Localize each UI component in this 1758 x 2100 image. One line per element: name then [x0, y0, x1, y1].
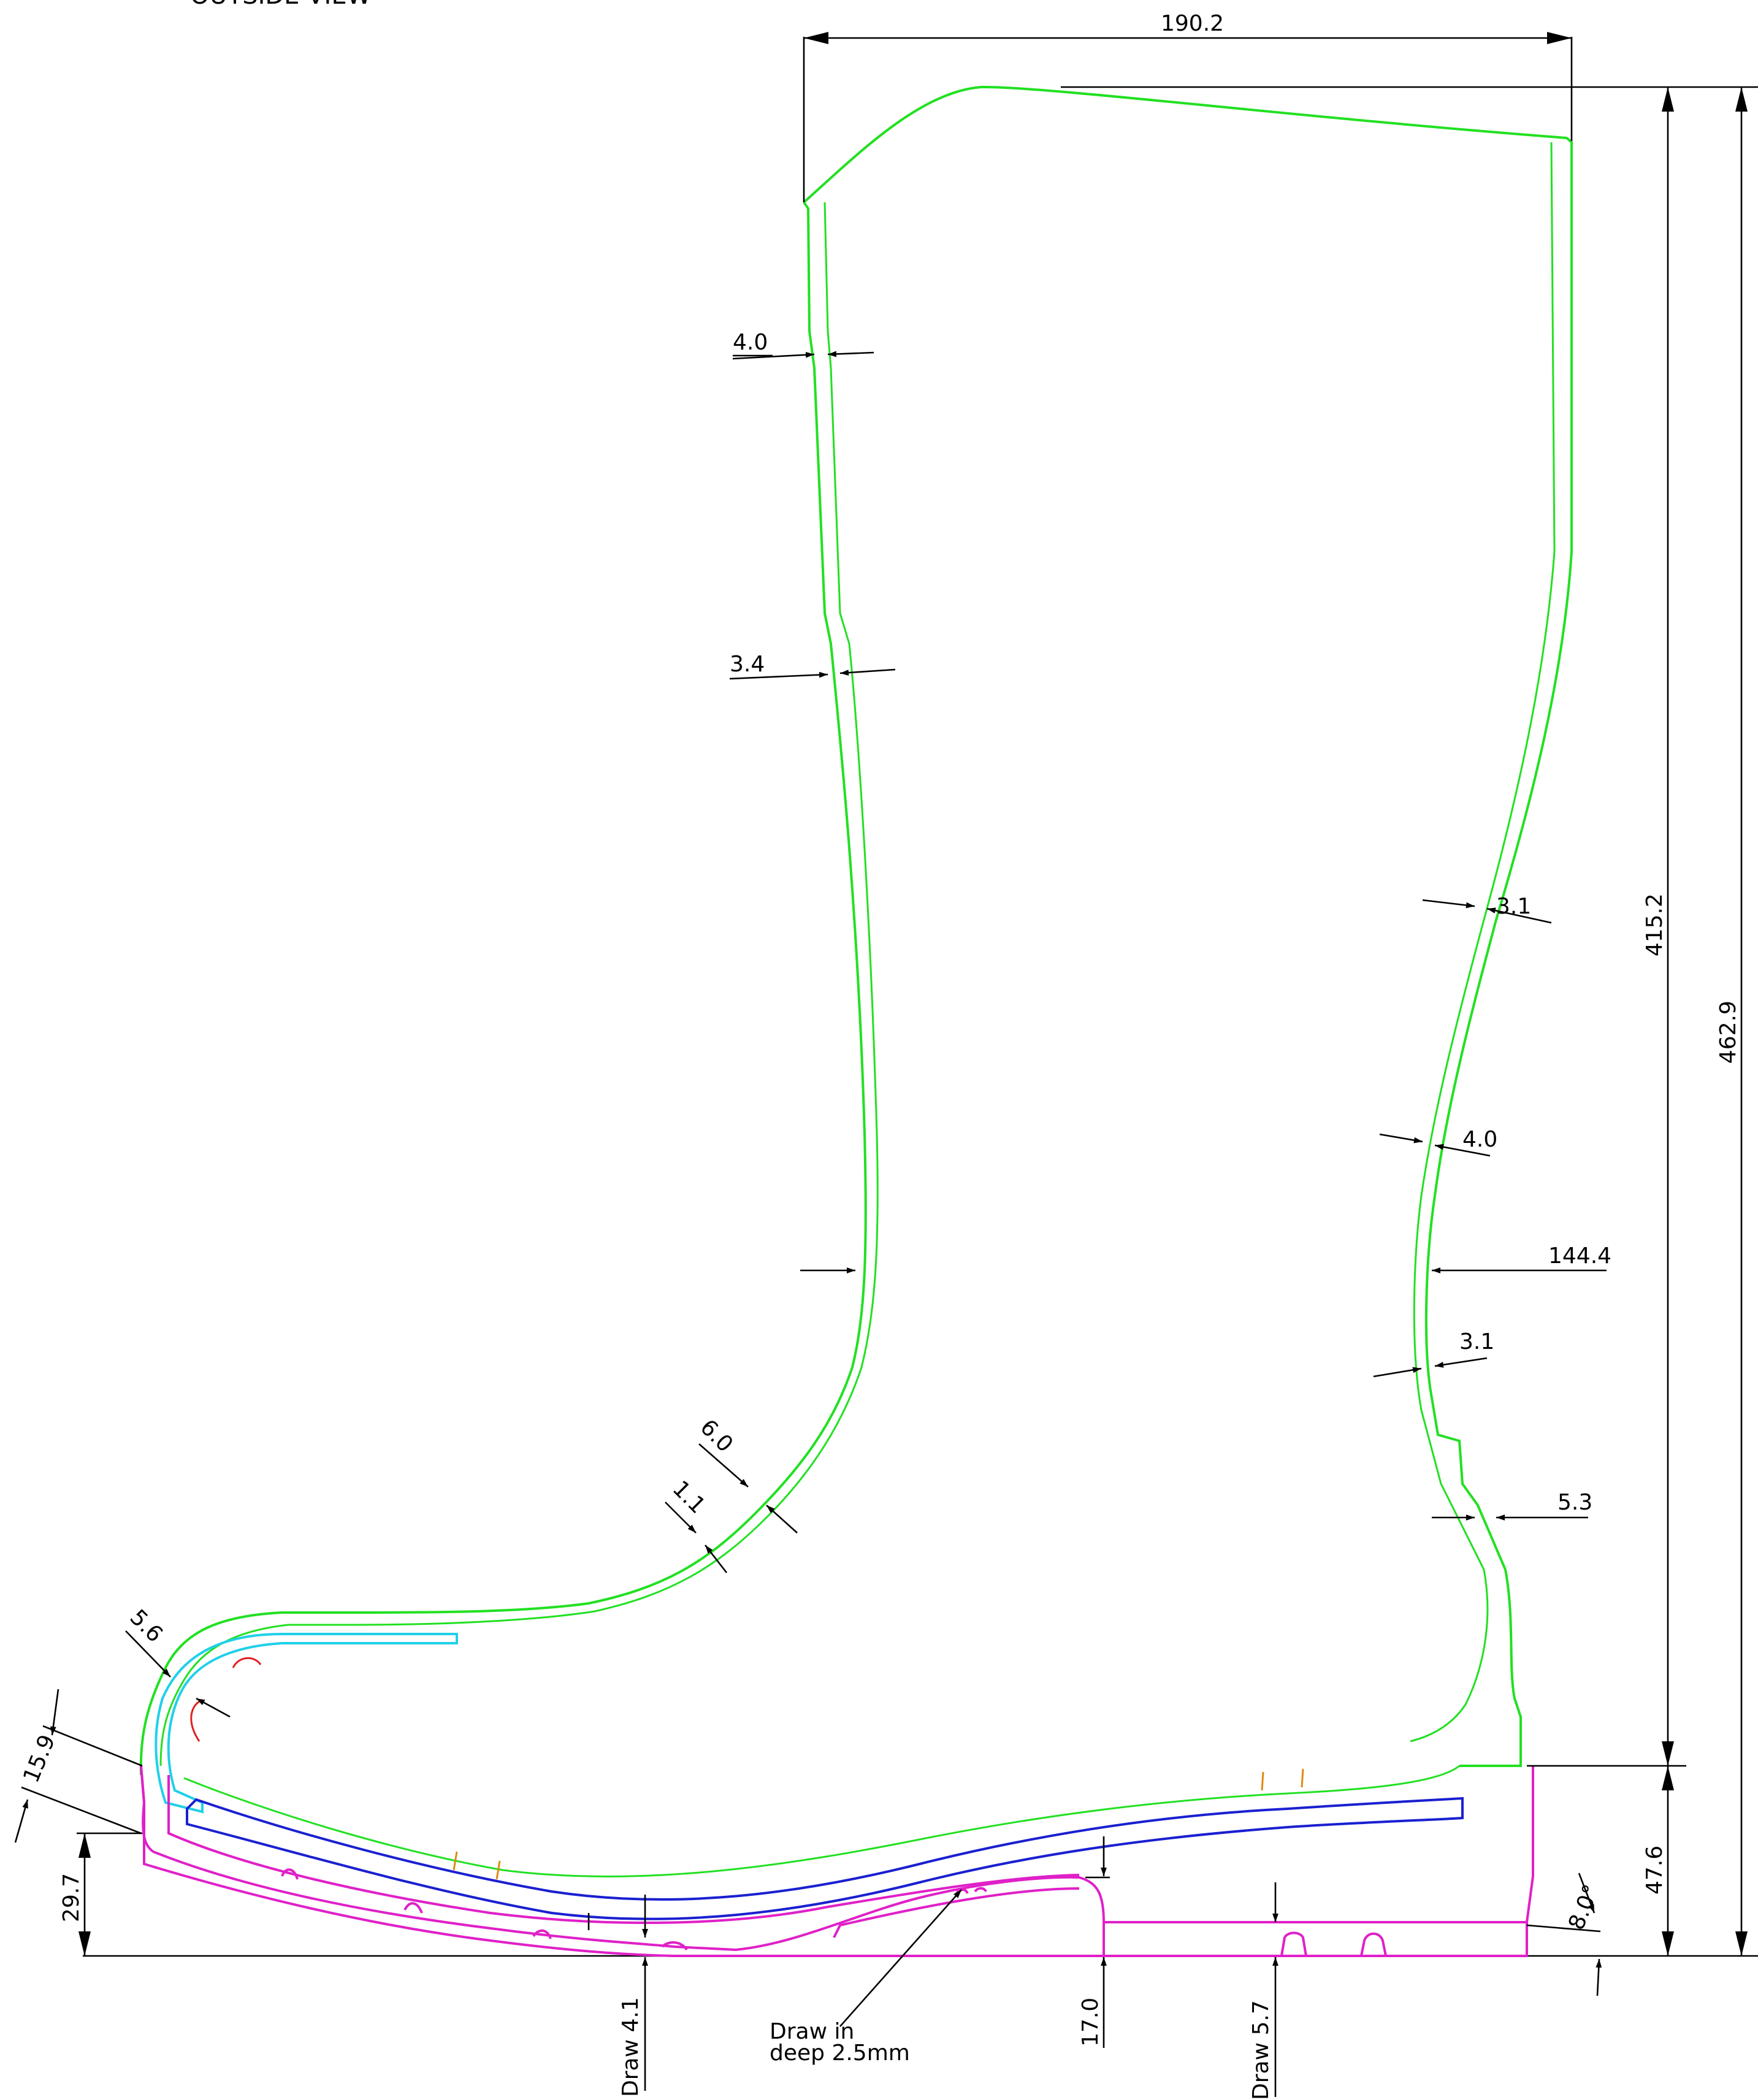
toe-cap: [155, 1633, 458, 1814]
marker-orange-4: [1301, 1768, 1304, 1788]
leader: [1596, 1958, 1602, 1996]
dim-top-width: 190.2: [1161, 11, 1224, 36]
note-draw-in-1: Draw in: [770, 2019, 854, 2044]
dim-toe-15-9: 15.9: [18, 1732, 60, 1787]
dim-heel-5-3: 5.3: [1557, 1490, 1592, 1515]
leader: [665, 1502, 697, 1533]
dim-heel-17: 17.0: [1078, 1998, 1103, 2047]
leader: [1373, 1367, 1422, 1378]
leader: [827, 351, 874, 357]
outsole: [140, 1765, 1534, 1952]
leader: [1486, 907, 1552, 924]
dim-shaft-height: 415.2: [1642, 893, 1667, 956]
dim-total-height: 462.9: [1716, 1001, 1741, 1064]
dim-width-144: 144.4: [1548, 1243, 1611, 1269]
ext-line: [42, 1725, 143, 1767]
dim-sole-height: 47.6: [1642, 1846, 1667, 1895]
dim-wall-4-upper: 4.0: [733, 330, 768, 355]
ext-line: [21, 1786, 142, 1835]
outsole-inner: [167, 1775, 1080, 1924]
marker-orange-1: [453, 1851, 458, 1871]
ext-line: [1526, 1924, 1601, 1933]
marker-orange-2: [495, 1860, 501, 1880]
dim-wall-3-4: 3.4: [730, 652, 765, 677]
outsole-tread: [140, 1765, 1528, 1957]
toe-marker-1: [232, 1657, 262, 1668]
toe-marker-2: [190, 1700, 201, 1742]
dim-wall-1-1: 1.1: [668, 1476, 710, 1518]
marker-orange-3: [1261, 1771, 1264, 1791]
leader: [1422, 899, 1475, 909]
leader: [1434, 1144, 1491, 1157]
boot-upper-shaft-front: [139, 201, 867, 1776]
dim-toe-5-6: 5.6: [125, 1605, 167, 1647]
boot-upper-inner-back: [1410, 142, 1556, 1743]
dim-wall-3-1-lower: 3.1: [1459, 1329, 1494, 1354]
leader: [1379, 1133, 1423, 1144]
leader: [839, 1889, 962, 2027]
sole-detail: [281, 1868, 987, 1951]
leader: [50, 1689, 59, 1736]
leader: [839, 668, 896, 676]
leader: [125, 1630, 171, 1678]
leader: [704, 1544, 728, 1573]
dim-draw-4-1: Draw 4.1: [618, 1997, 643, 2097]
dim-wall-6: 6.0: [695, 1415, 738, 1457]
insole-plate: [186, 1796, 1464, 1920]
dim-heel-angle: 8.0°: [1564, 1881, 1604, 1933]
note-draw-in-2: deep 2.5mm: [770, 2041, 910, 2066]
leader: [14, 1799, 29, 1843]
leader: [732, 351, 815, 360]
boot-upper-outer: [803, 85, 1573, 1768]
leader: [1578, 1873, 1596, 1914]
leader: [698, 1443, 749, 1487]
boot-upper-inner-front: [159, 202, 879, 1766]
leader: [729, 671, 828, 680]
leader: [766, 1505, 798, 1533]
dim-wall-3-1-upper: 3.1: [1496, 894, 1531, 919]
leader: [1434, 1357, 1488, 1368]
dim-toe-29-7: 29.7: [59, 1873, 84, 1922]
view-title: OUTSIDE VIEW: [190, 0, 371, 10]
boot-footbed-line: [183, 1765, 1460, 1877]
leader: [196, 1697, 231, 1718]
dim-wall-4-right: 4.0: [1462, 1127, 1497, 1152]
dim-draw-5-7: Draw 5.7: [1248, 2000, 1274, 2100]
